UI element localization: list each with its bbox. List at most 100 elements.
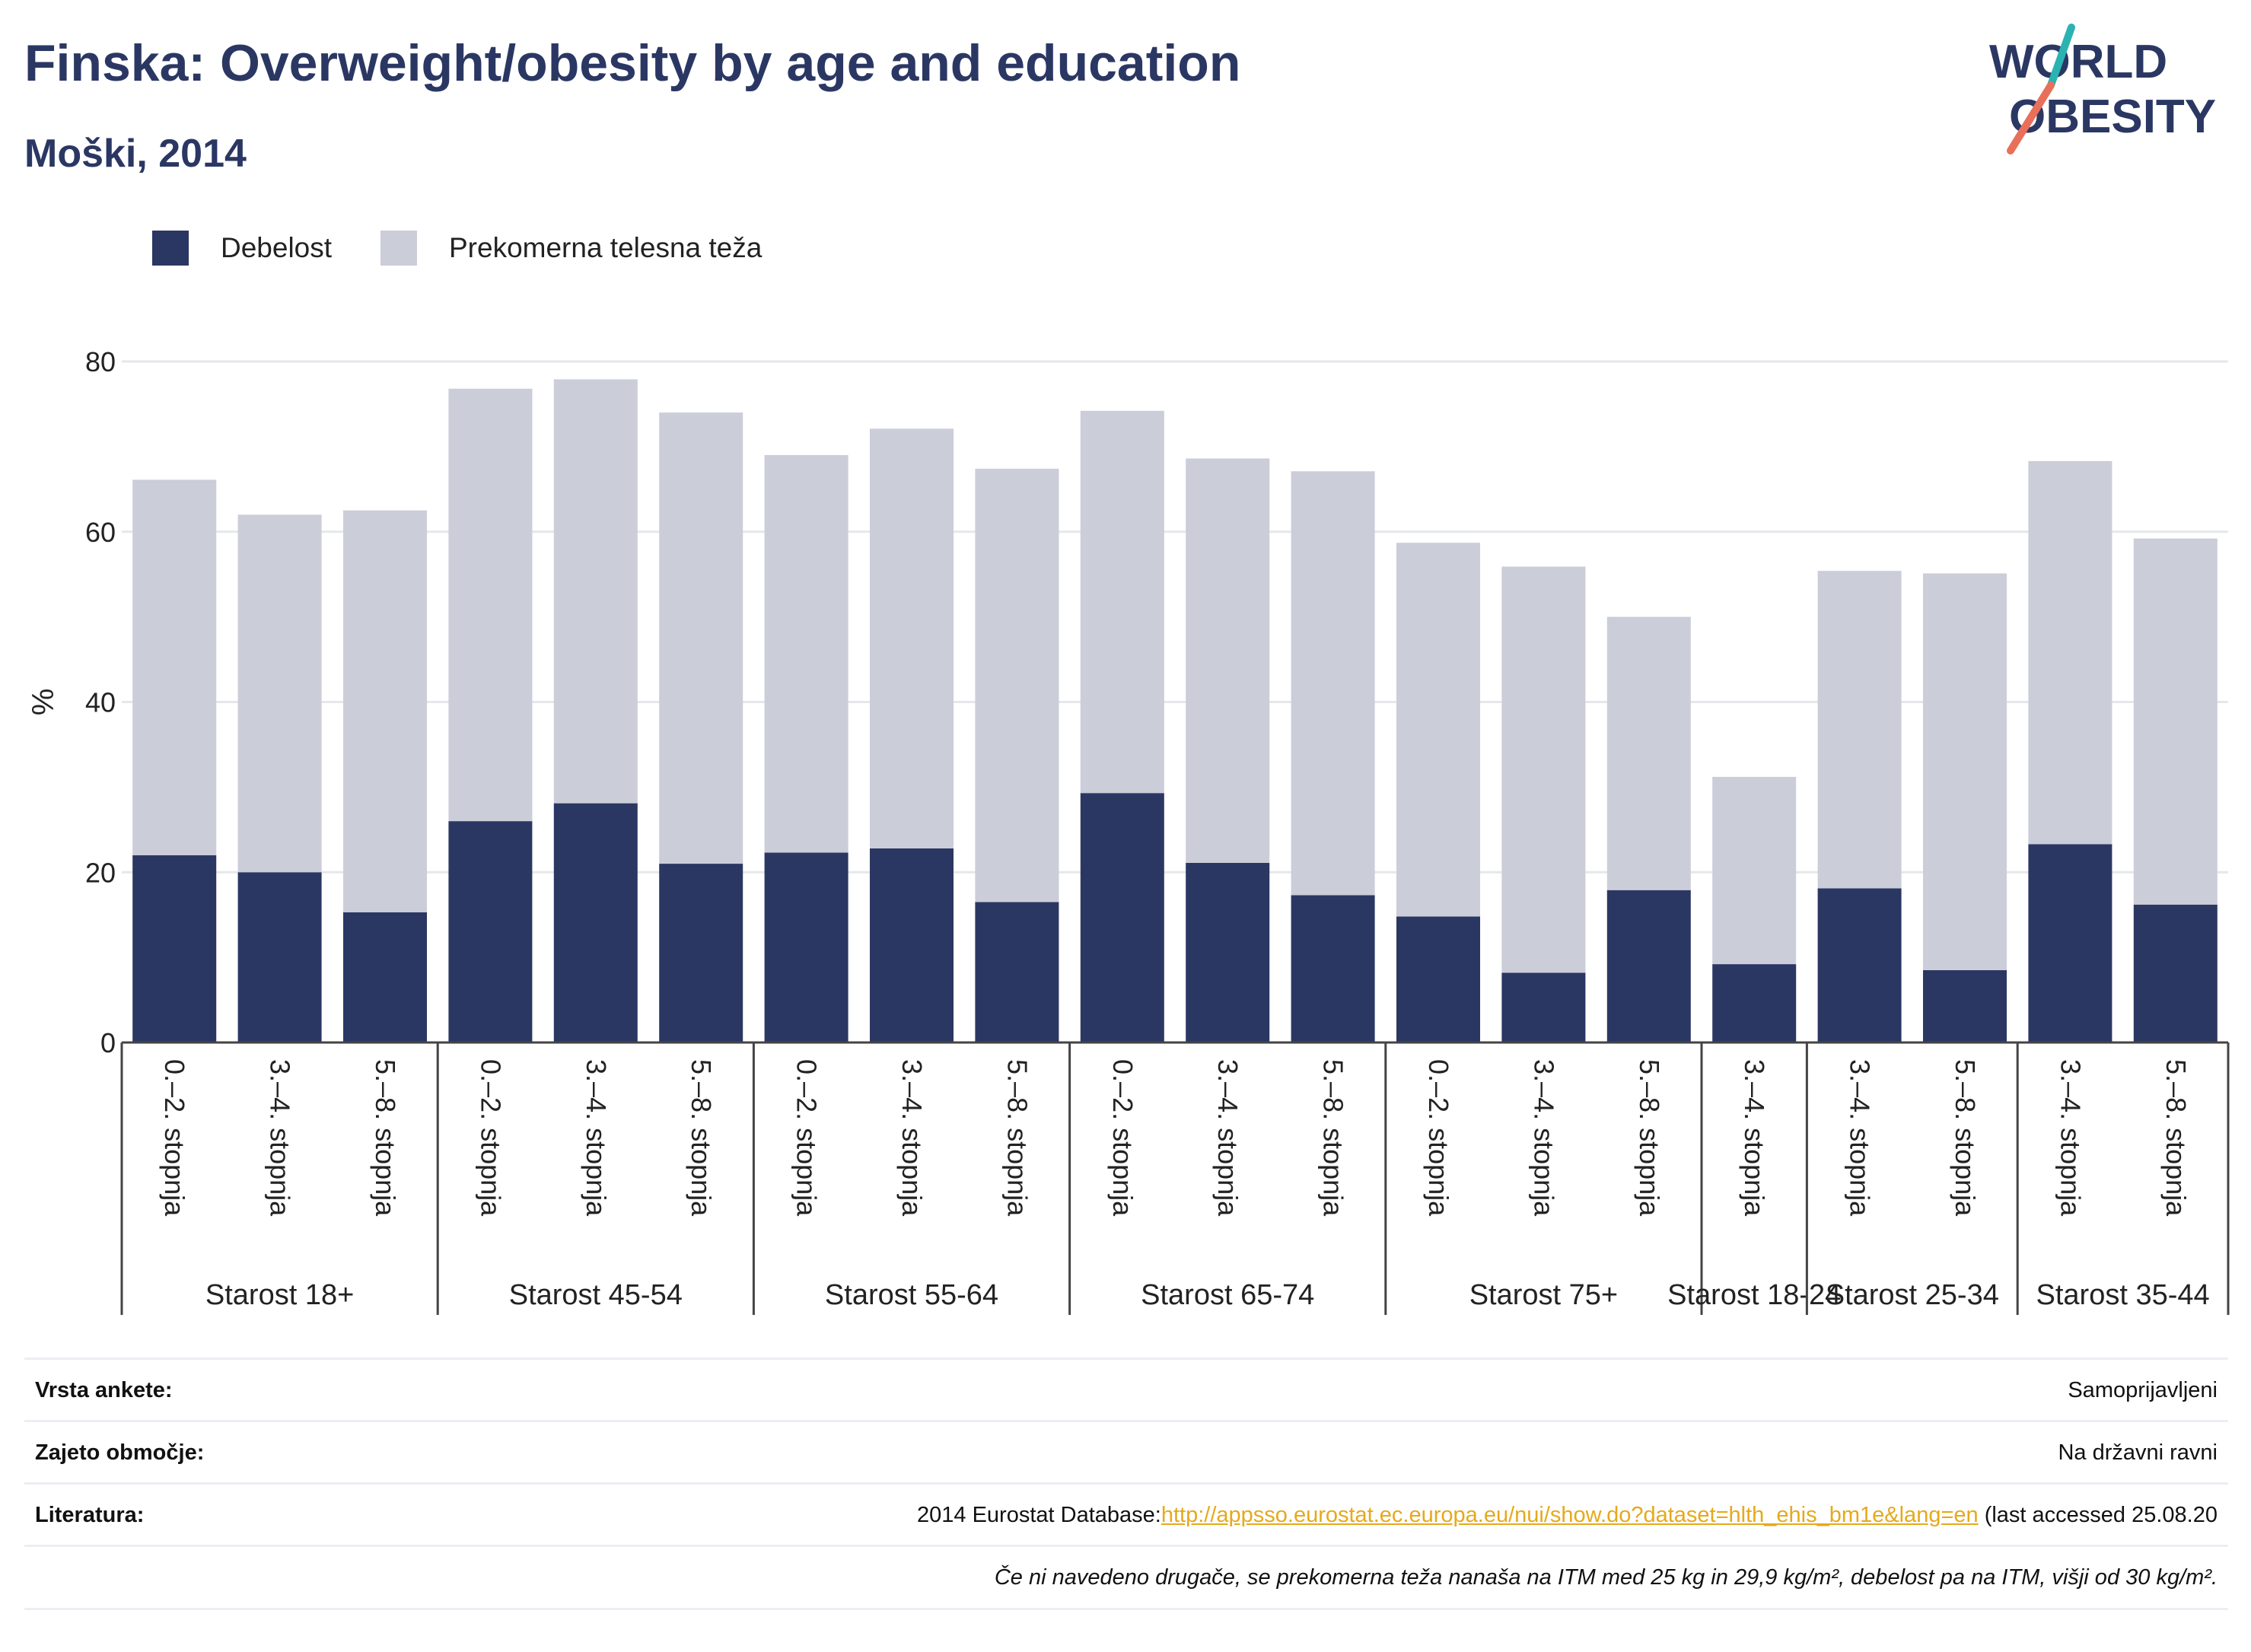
page-subtitle: Moški, 2014 [24,132,247,176]
x-tick-label: 0.–2. stopnja [1107,1059,1138,1217]
bar-obesity [1186,862,1270,1042]
bar-obesity [1501,972,1586,1042]
x-tick-label: 3.–4. stopnja [1212,1059,1243,1217]
x-tick-label: 5.–8. stopnja [1318,1059,1349,1217]
y-tick-label: 80 [85,346,116,377]
reference-value: 2014 Eurostat Database:http://appsso.eur… [917,1503,2228,1528]
coverage-label: Zajeto območje: [35,1440,205,1465]
x-tick-label: 3.–4. stopnja [1845,1059,1876,1217]
bar-overweight [1712,776,1797,965]
meta-row-note: Če ni navedeno drugače, se prekomerna te… [24,1545,2228,1610]
bar-overweight [1186,458,1270,863]
y-axis-label: % [27,689,60,716]
bar-obesity [1817,888,1902,1042]
bar-overweight [2133,538,2218,905]
group-label: Starost 45-54 [509,1279,683,1311]
reference-suffix: (last accessed 25.08.20 [1978,1502,2218,1527]
logo-line-1: WORLD [1989,36,2167,88]
group-label: Starost 35-44 [2036,1279,2210,1311]
reference-prefix: 2014 Eurostat Database: [917,1502,1161,1527]
bar-obesity [1923,969,2007,1042]
x-tick-label: 5.–8. stopnja [2160,1059,2192,1217]
x-tick-label: 3.–4. stopnja [265,1059,296,1217]
x-tick-label: 5.–8. stopnja [686,1059,717,1217]
bar-overweight [1817,571,1902,889]
bar-overweight [1291,471,1375,896]
bar-obesity [2028,844,2113,1042]
bar-obesity [1291,895,1375,1042]
bar-obesity [132,855,217,1042]
logo-slash-coral [2007,81,2055,154]
x-tick-label: 0.–2. stopnja [475,1059,506,1217]
y-tick-label: 40 [85,687,116,718]
meta-row-survey: Vrsta ankete: Samoprijavljeni [24,1358,2228,1421]
bar-overweight [1501,566,1586,973]
x-tick-label: 0.–2. stopnja [159,1059,190,1217]
x-tick-label: 5.–8. stopnja [1950,1059,1981,1217]
x-tick-label: 3.–4. stopnja [2055,1059,2086,1217]
meta-row-reference: Literatura: 2014 Eurostat Database:http:… [24,1482,2228,1545]
group-label: Starost 25-34 [1826,1279,1999,1311]
definition-note: Če ni navedeno drugače, se prekomerna te… [994,1564,2218,1590]
bar-overweight [343,510,427,912]
bar-overweight [764,455,849,853]
group-label: Starost 55-64 [825,1279,998,1311]
world-obesity-logo: WORLD OBESITY [1989,24,2216,154]
bar-overweight [132,479,217,855]
x-tick-label: 3.–4. stopnja [1739,1059,1770,1217]
group-label: Starost 18+ [205,1279,354,1311]
reference-link[interactable]: http://appsso.eurostat.ec.europa.eu/nui/… [1161,1502,1979,1527]
y-tick-label: 20 [85,857,116,888]
bar-obesity [1606,890,1691,1042]
bar-obesity [1080,793,1164,1042]
x-tick-label: 3.–4. stopnja [581,1059,612,1217]
legend-label-obesity: Debelost [221,232,333,263]
bar-overweight [448,388,533,822]
legend-label-overweight: Prekomerna telesna teža [449,232,763,263]
x-tick-label: 5.–8. stopnja [370,1059,401,1217]
bar-obesity [975,902,1059,1042]
bar-overweight [2028,460,2113,845]
legend-swatch-obesity [152,231,189,266]
bar-overweight [1606,616,1691,890]
group-label: Starost 65-74 [1141,1279,1314,1311]
bar-obesity [237,872,322,1042]
x-tick-label: 3.–4. stopnja [896,1059,928,1217]
bar-obesity [870,848,954,1042]
x-tick-label: 5.–8. stopnja [1634,1059,1665,1217]
x-tick-label: 3.–4. stopnja [1528,1059,1559,1217]
y-tick-label: 60 [85,517,116,548]
meta-table: Vrsta ankete: Samoprijavljeni Zajeto obm… [24,1358,2228,1616]
bar-obesity [764,852,849,1042]
bar-obesity [553,803,638,1042]
reference-label: Literatura: [35,1502,145,1527]
bar-obesity [1396,916,1480,1042]
survey-label: Vrsta ankete: [35,1377,173,1402]
bar-obesity [1712,964,1797,1042]
bar-overweight [659,412,743,864]
group-label: Starost 18-24 [1667,1279,1841,1311]
bar-overweight [237,514,322,873]
x-tick-label: 0.–2. stopnja [1423,1059,1454,1217]
bar-overweight [553,379,638,804]
bar-obesity [659,864,743,1042]
survey-value: Samoprijavljeni [2068,1377,2218,1402]
bar-overweight [1396,543,1480,917]
bar-obesity [448,821,533,1042]
page-title: Finska: Overweight/obesity by age and ed… [24,34,1241,92]
y-tick-label: 0 [100,1027,116,1058]
stacked-bar-chart: Debelost Prekomerna telesna teža 0 20 40 60 80… [27,231,2230,1315]
x-tick-label: 5.–8. stopnja [1001,1059,1033,1217]
x-tick-label: 0.–2. stopnja [791,1059,823,1217]
bar-overweight [1080,410,1164,794]
group-label: Starost 75+ [1469,1279,1618,1311]
bar-overweight [870,428,954,848]
bar-overweight [975,468,1059,902]
logo-slash-teal [2047,24,2075,89]
bar-obesity [2133,904,2218,1042]
bar-obesity [343,912,427,1042]
meta-row-coverage: Zajeto območje: Na državni ravni [24,1420,2228,1483]
bar-overweight [1923,573,2007,970]
coverage-value: Na državni ravni [2058,1440,2218,1465]
legend-swatch-overweight [380,231,417,266]
